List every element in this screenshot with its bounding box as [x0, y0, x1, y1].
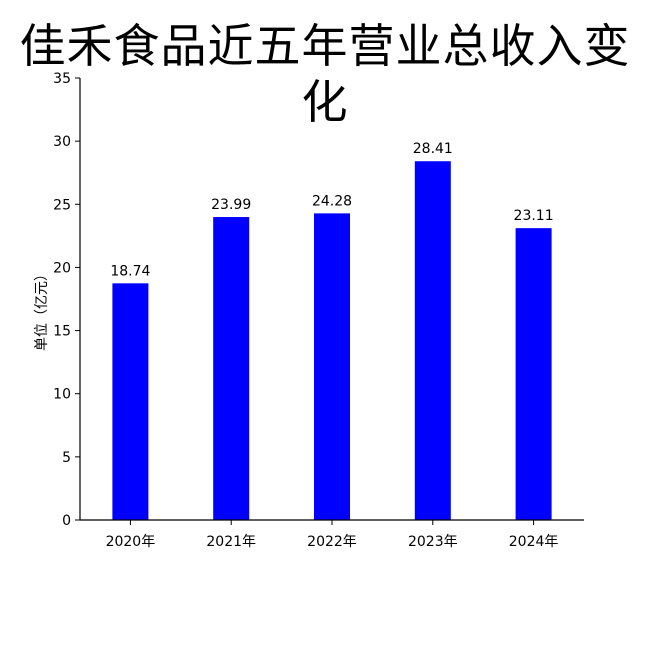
x-tick-label: 2020年: [106, 534, 156, 550]
bar-value-label: 24.28: [312, 193, 352, 209]
y-tick-label: 25: [53, 197, 71, 213]
x-axis-ticks: 2020年 2021年 2022年 2023年 2024年: [106, 520, 559, 550]
bar: [515, 228, 552, 520]
x-tick-label: 2024年: [509, 534, 559, 550]
chart-title: 佳禾食品近五年营业总收入变化: [19, 19, 631, 129]
x-tick-label: 2023年: [408, 534, 458, 550]
y-axis-title: 单位（亿元）: [34, 267, 50, 351]
y-tick-label: 10: [53, 387, 71, 403]
y-tick-label: 5: [62, 450, 71, 466]
bar: [112, 283, 149, 520]
bar: [213, 217, 250, 520]
bar-value-label: 18.74: [110, 263, 150, 279]
x-tick-label: 2021年: [206, 534, 256, 550]
bar-value-label: 23.11: [514, 208, 554, 224]
y-tick-label: 30: [53, 134, 71, 150]
bar-value-label: 28.41: [413, 141, 453, 157]
y-tick-label: 15: [53, 324, 71, 340]
bar-value-label: 23.99: [211, 197, 251, 213]
y-tick-label: 20: [53, 260, 71, 276]
bar: [314, 213, 350, 520]
data-labels: 18.74 23.99 24.28 28.41 23.11: [110, 141, 553, 279]
y-axis-ticks: 0 5 10 15 20 25 30 35: [53, 71, 80, 529]
y-tick-label: 35: [53, 71, 71, 87]
x-tick-label: 2022年: [307, 534, 357, 550]
bar-series: [112, 161, 552, 520]
bar: [414, 161, 451, 520]
y-tick-label: 0: [62, 513, 71, 529]
